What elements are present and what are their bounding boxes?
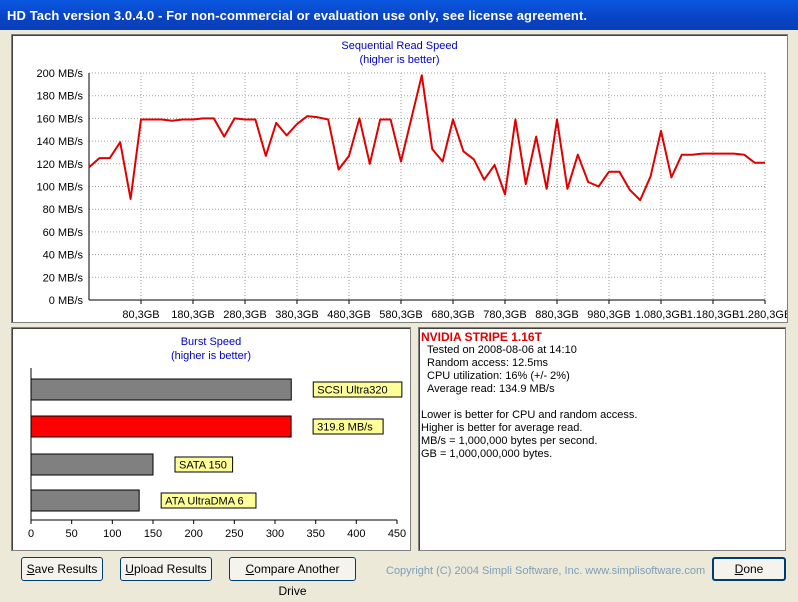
copyright-text: Copyright (C) 2004 Simpli Software, Inc.… <box>386 565 706 577</box>
burst-bar <box>30 415 292 438</box>
x-tick-label: 200 <box>184 528 202 540</box>
sequential-chart-title: Sequential Read Speed <box>341 40 458 52</box>
y-tick-label: 60 MB/s <box>43 227 84 239</box>
x-tick-label: 350 <box>306 528 324 540</box>
y-tick-label: 180 MB/s <box>37 91 84 103</box>
upload-results-button[interactable]: Upload Results <box>120 557 212 581</box>
burst-bar-label: SATA 150 <box>179 460 227 472</box>
average-read: Average read: 134.9 MB/s <box>427 383 555 395</box>
x-tick-label: 1.180,3GB <box>687 309 740 321</box>
x-tick-label: 380,3GB <box>275 309 318 321</box>
x-tick-label: 580,3GB <box>379 309 422 321</box>
x-tick-label: 180,3GB <box>171 309 214 321</box>
x-tick-label: 50 <box>66 528 78 540</box>
note-higher-better: Higher is better for average read. <box>421 422 583 434</box>
burst-bar-label-box <box>312 418 384 435</box>
x-tick-label: 980,3GB <box>587 309 630 321</box>
burst-bar-label: SCSI Ultra320 <box>317 385 387 397</box>
note-lower-better: Lower is better for CPU and random acces… <box>421 409 638 421</box>
x-tick-label: 400 <box>347 528 365 540</box>
burst-chart-title: Burst Speed <box>180 336 242 348</box>
compare-another-drive-button[interactable]: Compare Another Drive <box>229 557 356 598</box>
y-tick-label: 40 MB/s <box>43 250 84 262</box>
burst-bar <box>30 489 140 512</box>
y-tick-label: 80 MB/s <box>43 204 84 216</box>
note-mbs-definition: MB/s = 1,000,000 bytes per second. <box>421 435 598 447</box>
x-tick-label: 880,3GB <box>535 309 578 321</box>
title-bar: HD Tach version 3.0.4.0 - For non-commer… <box>0 0 798 30</box>
burst-bar <box>30 453 154 476</box>
x-tick-label: 250 <box>225 528 243 540</box>
sequential-read-chart: 0 MB/s 20 MB/s 40 MB/s 60 MB/s 80 MB/s 100 MB… <box>37 68 787 321</box>
x-tick-label: 1.280,3GB <box>739 309 787 321</box>
note-gb-definition: GB = 1,000,000,000 bytes. <box>421 448 553 460</box>
y-tick-label: 160 MB/s <box>37 113 84 125</box>
x-tick-label: 100 <box>103 528 121 540</box>
y-tick-label: 120 MB/s <box>37 159 84 171</box>
x-tick-label: 450 <box>388 528 406 540</box>
test-date: Tested on 2008-08-06 at 14:10 <box>427 344 577 356</box>
drive-name: NVIDIA STRIPE 1.16T <box>421 330 542 344</box>
cpu-utilization: CPU utilization: 16% (+/- 2%) <box>427 370 570 382</box>
sequential-chart-subtitle: (higher is better) <box>359 54 440 66</box>
window-title: HD Tach version 3.0.4.0 - For non-commer… <box>7 8 588 23</box>
y-tick-label: 140 MB/s <box>37 136 84 148</box>
x-tick-label: 680,3GB <box>431 309 474 321</box>
x-tick-label: 80,3GB <box>122 309 159 321</box>
read-speed-series-line <box>88 74 765 202</box>
done-button[interactable]: Done <box>712 557 786 581</box>
burst-bar <box>30 378 292 401</box>
burst-speed-panel: Burst Speed (higher is better) 0 50 100 150… <box>11 327 411 551</box>
x-tick-label: 280,3GB <box>223 309 266 321</box>
burst-speed-chart: 0 50 100 150 200 250 300 350 400 450 SCSI Ultra320… <box>28 368 406 540</box>
burst-chart-subtitle: (higher is better) <box>170 350 252 362</box>
burst-bar-label-box <box>174 456 234 473</box>
burst-bar-label-box <box>160 492 257 509</box>
sequential-read-panel: Sequential Read Speed (higher is better)… <box>11 34 788 323</box>
x-tick-label: 150 <box>144 528 162 540</box>
random-access: Random access: 12.5ms <box>427 357 549 369</box>
burst-bar-label: 319.8 MB/s <box>317 422 373 434</box>
y-tick-label: 200 MB/s <box>37 68 84 80</box>
y-tick-label: 20 MB/s <box>43 272 84 284</box>
x-tick-label: 780,3GB <box>483 309 526 321</box>
drive-info-panel: NVIDIA STRIPE 1.16T Tested on 2008-08-06… <box>418 327 786 551</box>
x-tick-label: 0 <box>28 528 34 540</box>
save-results-button[interactable]: Save Results <box>21 557 103 581</box>
burst-bar-label-box <box>312 381 403 398</box>
burst-bar-label: ATA UltraDMA 6 <box>165 496 243 508</box>
y-tick-label: 0 MB/s <box>49 295 84 307</box>
x-tick-label: 480,3GB <box>327 309 370 321</box>
x-tick-label: 300 <box>266 528 284 540</box>
x-tick-label: 1.080,3GB <box>635 309 688 321</box>
y-tick-label: 100 MB/s <box>37 182 84 194</box>
